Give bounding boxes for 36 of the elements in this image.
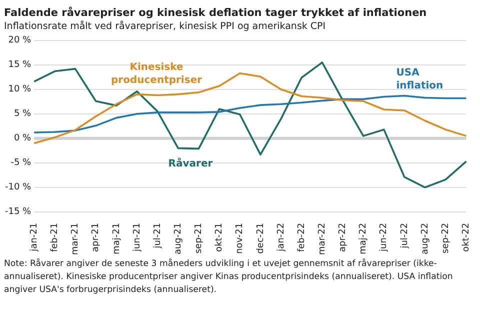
chart-title: Faldende råvarepriser og kinesisk deflation tager trykket af inflationen — [3, 6, 428, 19]
x-tick-label: jan-22 — [276, 222, 286, 252]
y-tick-label: -5 % — [10, 158, 32, 168]
series-label: USA inflation — [396, 68, 444, 92]
x-tick-label: jul-21 — [152, 222, 163, 250]
x-tick-label: mar-22 — [318, 222, 328, 256]
y-tick-label: -10 % — [4, 182, 32, 193]
x-tick-label: maj-21 — [112, 222, 122, 254]
x-tick-label: sep-21 — [194, 222, 204, 254]
x-tick-label: jun-22 — [379, 222, 390, 253]
x-tick-label: jul-22 — [400, 222, 410, 250]
x-tick-label: aug-21 — [173, 222, 184, 255]
y-tick-label: 5 % — [14, 109, 32, 120]
text: Note: Råvarer angiver de seneste 3 måneders udvikling i et uvejet gennemsnit af råvarepriser (ikke-annualiseret). Kinesiske producentpriser angiver Kinas producentprisindeks (annualiseret). USA inflation angiver USA's forbrugerprisindeks (annualiseret). — [4, 258, 454, 297]
x-tick-label: okt-21 — [214, 222, 225, 252]
chart-subtitle: Inflationsrate målt ved råvarepriser, kinesisk PPI og amerikansk CPI — [3, 20, 327, 32]
y-tick-label: 0 % — [14, 134, 32, 144]
x-tick-label: jan-21 — [29, 222, 40, 252]
y-tick-label: -15 % — [4, 207, 32, 218]
x-tick-label: sep-22 — [440, 222, 451, 254]
x-tick-label: maj-22 — [358, 222, 369, 254]
x-tick-label: feb-21 — [50, 222, 60, 252]
series-label: Råvarer — [168, 157, 213, 170]
y-tick-label: 15 % — [8, 60, 32, 70]
x-tick-label: apr-21 — [91, 222, 102, 252]
x-tick-label: jun-21 — [132, 222, 142, 253]
x-tick-label: okt-22 — [462, 222, 472, 252]
x-tick-label: feb-22 — [296, 222, 307, 252]
x-tick-label: dec-21 — [256, 222, 266, 254]
y-tick-label: 20 % — [8, 36, 32, 46]
x-tick-label: apr-22 — [338, 222, 348, 252]
x-tick-label: mar-21 — [70, 222, 81, 256]
y-tick-label: 10 % — [8, 84, 32, 95]
x-tick-label: nov-21 — [235, 222, 246, 254]
series-label: Kinesiske producentpriser — [111, 62, 202, 86]
x-tick-label: aug-22 — [420, 222, 430, 255]
